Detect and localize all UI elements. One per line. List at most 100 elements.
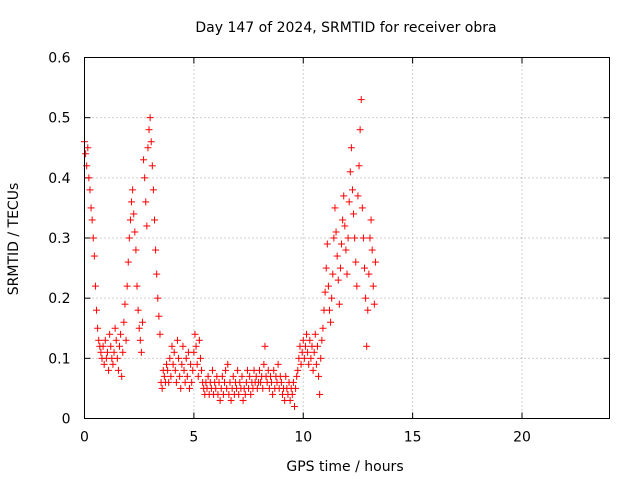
data-point	[110, 348, 118, 356]
data-point	[357, 96, 365, 104]
data-point	[346, 168, 354, 176]
data-point	[345, 198, 353, 206]
data-point	[187, 360, 195, 368]
data-point	[317, 354, 325, 362]
data-point	[307, 354, 315, 362]
data-point	[270, 366, 278, 374]
y-tick-label: 0	[62, 412, 71, 428]
data-point	[309, 366, 317, 374]
plot-frame	[84, 57, 610, 419]
data-point	[227, 396, 235, 404]
data-point	[293, 372, 301, 380]
data-point	[189, 366, 197, 374]
data-point	[359, 234, 367, 242]
data-point	[286, 396, 294, 404]
data-point	[331, 204, 339, 212]
data-point	[119, 348, 127, 356]
data-point	[303, 330, 311, 338]
data-point	[132, 246, 140, 254]
data-point	[88, 216, 96, 224]
data-point	[152, 246, 160, 254]
data-point	[106, 330, 114, 338]
data-point	[340, 192, 348, 200]
data-point	[338, 240, 346, 248]
data-point	[107, 342, 115, 350]
data-point	[195, 336, 203, 344]
x-tick-label: 5	[189, 430, 198, 446]
data-point	[336, 264, 344, 272]
data-point	[148, 162, 156, 170]
data-point	[318, 336, 326, 344]
data-point	[365, 270, 373, 278]
data-point	[204, 372, 212, 380]
data-point	[315, 372, 323, 380]
data-point	[111, 324, 119, 332]
data-point	[173, 336, 181, 344]
data-point	[191, 330, 199, 338]
data-point	[112, 336, 120, 344]
data-point	[299, 336, 307, 344]
data-point	[310, 348, 318, 356]
data-point	[329, 270, 337, 278]
data-point	[180, 366, 188, 374]
data-point	[243, 366, 251, 374]
data-point	[137, 348, 145, 356]
data-point	[165, 378, 173, 386]
data-point	[131, 228, 139, 236]
data-point	[175, 354, 183, 362]
data-point	[142, 198, 150, 206]
data-point	[361, 264, 368, 272]
data-point	[356, 126, 364, 134]
data-point	[126, 216, 134, 224]
data-point	[313, 342, 321, 350]
data-point	[370, 300, 378, 308]
data-point	[323, 240, 331, 248]
data-point	[151, 216, 158, 224]
data-point	[229, 372, 237, 380]
data-point	[269, 390, 277, 398]
data-point	[358, 204, 366, 212]
data-point	[301, 342, 309, 350]
data-point	[190, 348, 198, 356]
data-point	[105, 366, 113, 374]
data-point	[138, 318, 146, 326]
data-point	[246, 372, 254, 380]
data-point	[196, 354, 204, 362]
data-point	[260, 360, 268, 368]
data-point	[82, 150, 90, 158]
data-point	[343, 270, 351, 278]
data-point	[198, 366, 206, 374]
data-point	[177, 384, 185, 392]
data-point	[297, 360, 305, 368]
data-point	[179, 342, 187, 350]
data-point	[156, 330, 164, 338]
data-point	[235, 390, 243, 398]
data-point	[222, 366, 230, 374]
data-point	[100, 360, 108, 368]
y-tick-label: 0.6	[48, 51, 70, 67]
data-point	[362, 294, 370, 302]
data-point	[84, 144, 92, 152]
data-point	[133, 282, 141, 290]
data-point	[94, 324, 102, 332]
data-point	[155, 312, 163, 320]
data-point	[304, 348, 312, 356]
data-point	[181, 378, 189, 386]
data-point	[95, 336, 103, 344]
data-point	[291, 402, 298, 410]
tick-labels: 0 5 10 15 20 0 0.1 0.2 0.3 0.4 0.5 0.6	[48, 51, 531, 446]
data-point	[101, 336, 109, 344]
data-point	[330, 234, 338, 242]
data-point	[145, 126, 153, 134]
data-point	[256, 366, 263, 374]
data-point	[348, 186, 356, 194]
x-axis-label: GPS time / hours	[286, 459, 403, 475]
data-point	[86, 186, 94, 194]
data-point	[193, 360, 201, 368]
data-point	[364, 306, 372, 314]
chart-title: Day 147 of 2024, SRMTID for receiver obr…	[195, 20, 496, 36]
data-point	[141, 174, 149, 182]
data-points	[81, 96, 379, 410]
data-point	[322, 264, 330, 272]
data-point	[339, 216, 347, 224]
